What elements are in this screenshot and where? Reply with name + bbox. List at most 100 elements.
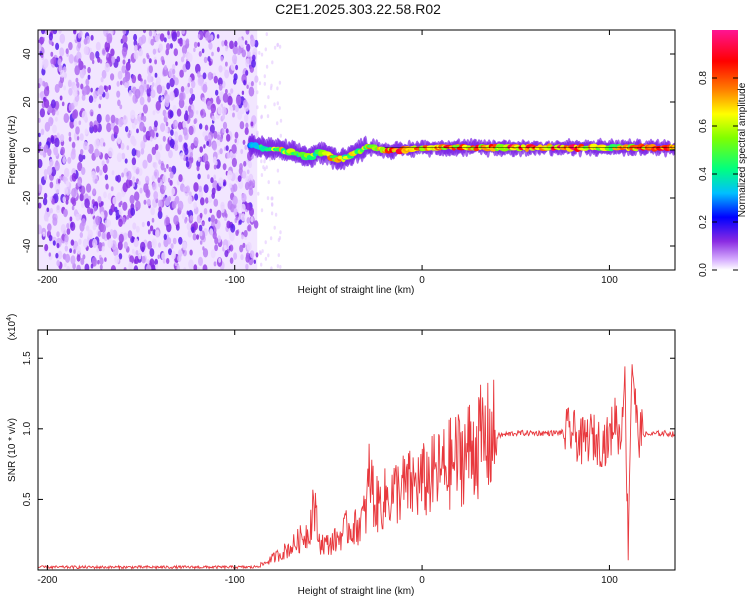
noise-blob	[185, 38, 190, 45]
noise-blob	[51, 198, 55, 205]
noise-blob	[129, 194, 135, 205]
noise-blob	[73, 30, 77, 35]
noise-blob	[142, 58, 146, 65]
noise-blob	[104, 153, 109, 160]
noise-blob	[87, 229, 93, 239]
noise-blob	[134, 191, 140, 201]
noise-blob	[219, 136, 223, 143]
noise-blob	[53, 146, 58, 156]
noise-blob	[186, 222, 191, 231]
noise-blob	[234, 138, 237, 143]
noise-blob	[116, 81, 120, 87]
noise-blob	[256, 105, 259, 110]
noise-blob	[266, 114, 270, 119]
noise-blob	[234, 131, 239, 139]
noise-blob	[122, 59, 126, 65]
noise-blob	[95, 51, 100, 59]
noise-blob	[107, 192, 112, 200]
noise-blob	[260, 159, 263, 164]
noise-blob	[68, 54, 75, 64]
noise-blob	[121, 65, 126, 74]
noise-blob	[171, 250, 176, 260]
noise-blob	[58, 30, 62, 34]
noise-blob	[183, 112, 189, 122]
noise-blob	[177, 200, 184, 211]
noise-blob	[250, 216, 254, 223]
noise-blob	[158, 159, 162, 165]
noise-blob	[123, 232, 128, 240]
noise-blob	[59, 134, 65, 142]
noise-blob	[113, 125, 119, 136]
noise-blob	[162, 258, 166, 264]
noise-blob	[185, 161, 190, 168]
noise-blob	[141, 255, 146, 264]
noise-blob	[73, 249, 76, 254]
noise-blob	[163, 233, 167, 240]
noise-blob	[182, 119, 188, 130]
noise-blob	[232, 195, 238, 206]
noise-blob	[147, 229, 151, 235]
noise-blob	[49, 158, 54, 167]
noise-blob	[63, 230, 66, 235]
noise-blob	[255, 252, 259, 258]
noise-blob	[142, 104, 148, 114]
noise-blob	[215, 160, 218, 166]
noise-blob	[166, 164, 169, 169]
noise-blob	[270, 266, 273, 270]
colorbar-tick-label: 0.6	[698, 119, 709, 133]
noise-blob	[239, 163, 243, 170]
noise-blob	[122, 182, 128, 193]
noise-blob	[121, 46, 128, 57]
noise-blob	[196, 234, 200, 240]
chart-title: C2E1.2025.303.22.58.R02	[275, 1, 441, 17]
noise-blob	[126, 170, 132, 181]
noise-blob	[196, 110, 199, 115]
noise-blob	[218, 65, 223, 73]
noise-blob	[90, 111, 94, 117]
noise-blob	[118, 233, 124, 244]
noise-blob	[235, 216, 238, 221]
noise-blob	[279, 133, 282, 138]
noise-blob	[203, 208, 208, 215]
noise-blob	[173, 143, 179, 152]
noise-blob	[276, 264, 280, 269]
noise-blob	[245, 70, 249, 76]
noise-blob	[150, 89, 156, 99]
noise-blob	[79, 193, 84, 202]
noise-blob	[247, 224, 252, 232]
noise-blob	[248, 173, 254, 183]
noise-blob	[102, 49, 106, 55]
noise-blob	[93, 90, 98, 99]
noise-blob	[154, 72, 158, 78]
noise-blob	[273, 225, 276, 230]
noise-blob	[243, 230, 248, 238]
noise-blob	[202, 246, 205, 251]
noise-blob	[245, 30, 250, 35]
noise-blob	[71, 141, 76, 149]
noise-blob	[106, 33, 113, 44]
noise-blob	[221, 40, 225, 47]
noise-blob	[182, 39, 186, 46]
noise-blob	[169, 138, 175, 149]
noise-blob	[88, 195, 91, 201]
noise-blob	[178, 174, 183, 183]
noise-blob	[268, 157, 272, 162]
noise-blob	[157, 177, 161, 183]
noise-blob	[213, 164, 217, 170]
snr-xtick-label: -100	[225, 575, 245, 586]
noise-blob	[155, 34, 160, 42]
noise-blob	[65, 48, 69, 55]
noise-blob	[207, 56, 211, 62]
noise-blob	[62, 156, 66, 164]
noise-blob	[152, 30, 157, 37]
noise-blob	[154, 59, 158, 65]
noise-blob	[66, 228, 71, 235]
noise-blob	[176, 179, 180, 186]
snr-frame	[37, 329, 676, 571]
noise-blob	[270, 196, 273, 201]
noise-blob	[142, 30, 147, 34]
noise-blob	[69, 119, 75, 129]
noise-blob	[91, 257, 98, 267]
noise-blob	[54, 161, 60, 172]
